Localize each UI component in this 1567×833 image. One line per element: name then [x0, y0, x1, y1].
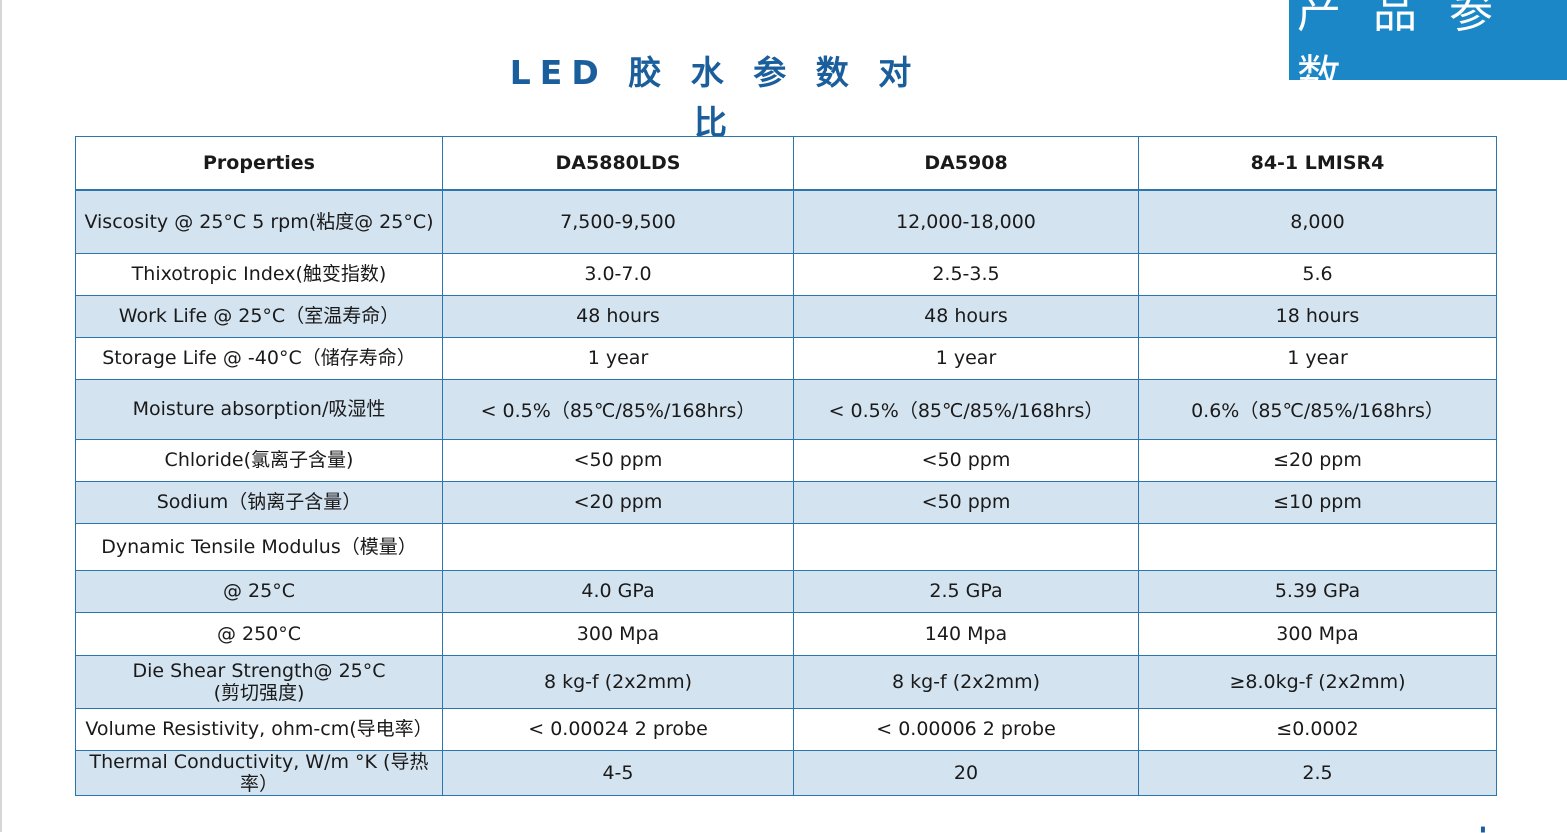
value-cell: 300 Mpa [442, 611, 794, 656]
value-cell: 300 Mpa [1138, 611, 1497, 656]
value-cell: 4.0 GPa [442, 569, 794, 613]
property-name-cell: Viscosity @ 25°C 5 rpm(粘度@ 25°C) [75, 189, 443, 254]
property-name-cell: Volume Resistivity, ohm-cm(导电率） [75, 707, 443, 751]
value-cell: 48 hours [442, 294, 794, 338]
value-cell [1138, 522, 1497, 571]
value-cell: 12,000-18,000 [793, 189, 1139, 254]
value-cell: 18 hours [1138, 294, 1497, 338]
value-cell: 0.6%（85℃/85%/168hrs） [1138, 378, 1497, 440]
value-cell: <50 ppm [793, 438, 1139, 482]
spec-comparison-table: Properties DA5880LDS DA5908 84-1 LMISR4 … [75, 136, 1497, 796]
header-da5908: DA5908 [793, 136, 1139, 191]
table-row: Dynamic Tensile Modulus（模量） [75, 522, 1497, 571]
value-cell: 4-5 [442, 749, 794, 796]
table-row: @ 250°C 300 Mpa 140 Mpa 300 Mpa [75, 611, 1497, 656]
value-cell: < 0.00006 2 probe [793, 707, 1139, 751]
value-cell: ≥8.0kg-f (2x2mm) [1138, 654, 1497, 709]
value-cell: 8 kg-f (2x2mm) [793, 654, 1139, 709]
property-name-cell: Dynamic Tensile Modulus（模量） [75, 522, 443, 571]
table-row: Chloride(氯离子含量) <50 ppm <50 ppm ≤20 ppm [75, 438, 1497, 482]
value-cell: 8,000 [1138, 189, 1497, 254]
table-row: Thermal Conductivity, W/m °K (导热率） 4-5 20 2… [75, 749, 1497, 796]
section-banner: 产 品 参 数 [1289, 0, 1567, 102]
table-row: @ 25°C 4.0 GPa 2.5 GPa 5.39 GPa [75, 569, 1497, 613]
value-cell: 48 hours [793, 294, 1139, 338]
property-name-cell: Chloride(氯离子含量) [75, 438, 443, 482]
value-cell: < 0.5%（85℃/85%/168hrs） [442, 378, 794, 440]
table-row: Sodium（钠离子含量） <20 ppm <50 ppm ≤10 ppm [75, 480, 1497, 524]
property-name-cell: Thermal Conductivity, W/m °K (导热率） [75, 749, 443, 796]
value-cell: <50 ppm [793, 480, 1139, 524]
property-name-cell: Die Shear Strength@ 25°C (剪切强度) [75, 654, 443, 709]
value-cell: 8 kg-f (2x2mm) [442, 654, 794, 709]
page-corner-mark: ▗ [1477, 822, 1485, 833]
header-da5880lds: DA5880LDS [442, 136, 794, 191]
value-cell: 5.6 [1138, 252, 1497, 296]
table-row: Die Shear Strength@ 25°C (剪切强度) 8 kg-f (2x… [75, 654, 1497, 709]
value-cell: ≤20 ppm [1138, 438, 1497, 482]
table-row: Storage Life @ -40°C（储存寿命） 1 year 1 year 1 … [75, 336, 1497, 380]
page-edge [0, 0, 2, 832]
value-cell: 2.5 [1138, 749, 1497, 796]
value-cell: 1 year [1138, 336, 1497, 380]
property-name-cell: Storage Life @ -40°C（储存寿命） [75, 336, 443, 380]
value-cell: 140 Mpa [793, 611, 1139, 656]
value-cell: ≤0.0002 [1138, 707, 1497, 751]
property-name-cell: Work Life @ 25°C（室温寿命） [75, 294, 443, 338]
value-cell: 2.5-3.5 [793, 252, 1139, 296]
value-cell: 1 year [442, 336, 794, 380]
value-cell [793, 522, 1139, 571]
table-row: Viscosity @ 25°C 5 rpm(粘度@ 25°C) 7,500-9,… [75, 189, 1497, 254]
property-name-cell: @ 25°C [75, 569, 443, 613]
value-cell: 1 year [793, 336, 1139, 380]
value-cell: ≤10 ppm [1138, 480, 1497, 524]
value-cell: 7,500-9,500 [442, 189, 794, 254]
property-name-cell: @ 250°C [75, 611, 443, 656]
value-cell [442, 522, 794, 571]
table-header-row: Properties DA5880LDS DA5908 84-1 LMISR4 [75, 136, 1497, 191]
page-title: LED 胶 水 参 数 对 比 [509, 53, 921, 142]
table-row: Volume Resistivity, ohm-cm(导电率） < 0.00024… [75, 707, 1497, 751]
value-cell: <20 ppm [442, 480, 794, 524]
value-cell: < 0.5%（85℃/85%/168hrs） [793, 378, 1139, 440]
table-row: Thixotropic Index(触变指数) 3.0-7.0 2.5-3.5 5.6 [75, 252, 1497, 296]
property-name-cell: Thixotropic Index(触变指数) [75, 252, 443, 296]
value-cell: 3.0-7.0 [442, 252, 794, 296]
value-cell: 2.5 GPa [793, 569, 1139, 613]
value-cell: 20 [793, 749, 1139, 796]
table-row: Moisture absorption/吸湿性 < 0.5%（85℃/85%/16… [75, 378, 1497, 440]
property-name-cell: Sodium（钠离子含量） [75, 480, 443, 524]
value-cell: 5.39 GPa [1138, 569, 1497, 613]
value-cell: < 0.00024 2 probe [442, 707, 794, 751]
property-name-cell: Moisture absorption/吸湿性 [75, 378, 443, 440]
table-row: Work Life @ 25°C（室温寿命） 48 hours 48 hours 18… [75, 294, 1497, 338]
header-84-1-lmisr4: 84-1 LMISR4 [1138, 136, 1497, 191]
value-cell: <50 ppm [442, 438, 794, 482]
header-properties: Properties [75, 136, 443, 191]
